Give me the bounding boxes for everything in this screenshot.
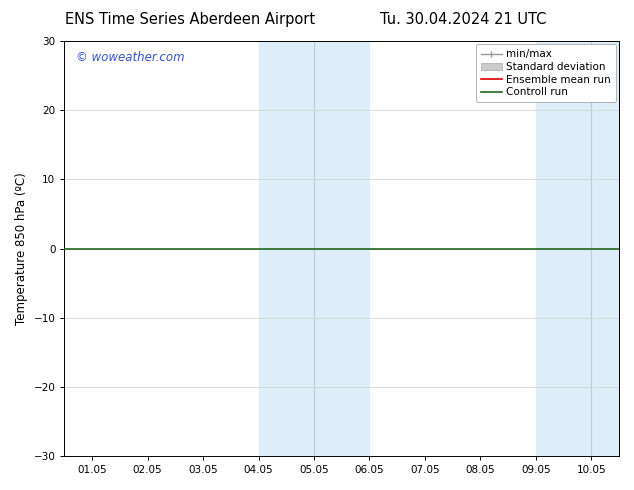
Text: Tu. 30.04.2024 21 UTC: Tu. 30.04.2024 21 UTC: [380, 12, 546, 27]
Bar: [536, 41, 619, 456]
Text: © woweather.com: © woweather.com: [75, 51, 184, 64]
Text: ENS Time Series Aberdeen Airport: ENS Time Series Aberdeen Airport: [65, 12, 315, 27]
Y-axis label: Temperature 850 hPa (ºC): Temperature 850 hPa (ºC): [15, 172, 28, 325]
Bar: [259, 41, 370, 456]
Legend: min/max, Standard deviation, Ensemble mean run, Controll run: min/max, Standard deviation, Ensemble me…: [476, 44, 616, 102]
